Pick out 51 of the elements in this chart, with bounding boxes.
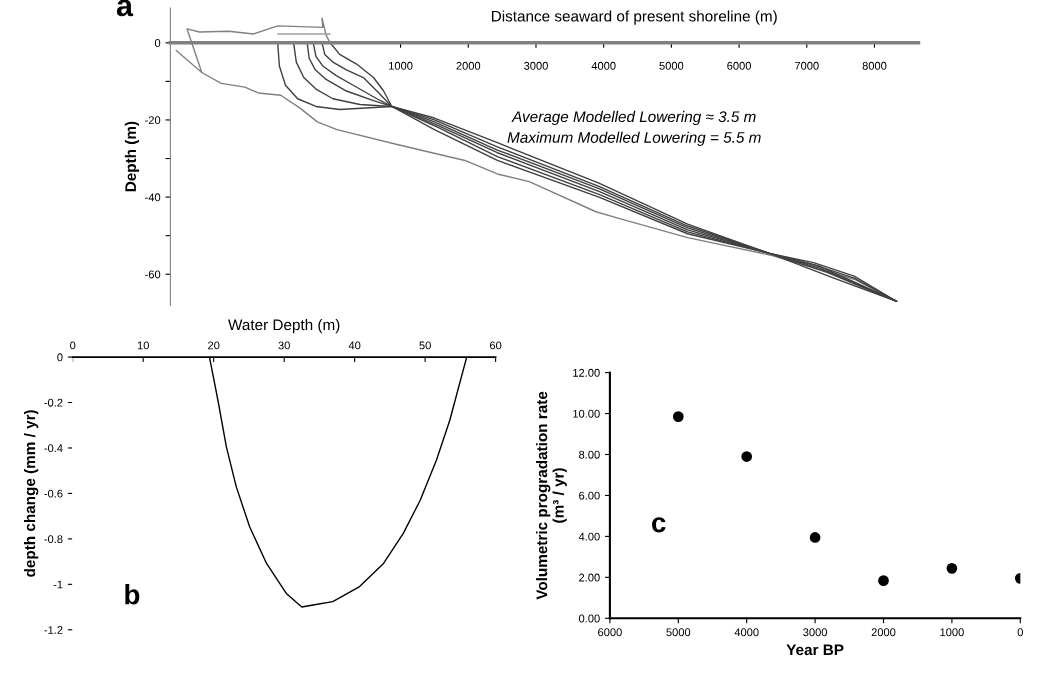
x-tick-label: 50 [419,341,431,350]
x-tick-label: 4000 [734,628,759,637]
annotation: Maximum Modelled Lowering = 5.5 m [507,131,761,146]
y-tick-label: 2.00 [579,573,600,582]
y-axis-title: Volumetric progradation rate (m³ / yr) [536,391,567,600]
x-tick-label: 2000 [871,628,896,637]
x-axis-title: Year BP [786,644,844,656]
x-tick-label: 7000 [794,61,819,70]
annotation: b [125,584,140,605]
y-tick-label: 10.00 [573,409,600,418]
x-tick-label: 10 [137,341,149,350]
text: a [116,0,134,17]
x-tick-label: 3000 [524,61,548,70]
y-tick-label: -20 [145,116,161,125]
x-tick-label: 1000 [940,628,964,637]
x-tick-label: 2000 [456,61,481,70]
y-tick-label: 0.00 [578,614,600,623]
x-tick-label: 0 [1017,628,1023,637]
x-tick-label: 5000 [666,628,691,637]
y-tick-label: 0 [154,39,161,47]
y-axis-title: Depth (m) [124,121,140,192]
x-tick-label: 20 [208,341,220,350]
y-tick-label: -0.6 [44,489,63,498]
x-axis-title: Distance seaward of present shoreline (m) [491,10,777,25]
y-tick-label: -1 [53,580,63,589]
x-tick-label: 0 [70,341,76,350]
x-tick-label: 8000 [862,61,887,70]
x-tick-label: 6000 [727,61,751,70]
y-axis-title: depth change (mm / yr) [24,410,39,577]
annotation: c [652,517,666,533]
y-tick-label: -0.8 [44,535,63,544]
y-tick-label: -40 [145,193,161,202]
y-tick-label: 0 [57,353,63,362]
y-tick-label: 8.00 [579,450,600,459]
x-tick-label: 6000 [598,628,622,637]
y-tick-label: 4.00 [578,532,600,541]
x-tick-label: 40 [348,341,361,350]
x-tick-label: 3000 [803,628,828,637]
y-tick-label: 12.00 [573,368,600,377]
x-tick-label: 1000 [389,61,413,70]
x-tick-label: 60 [489,341,502,350]
x-axis-title: Water Depth (m) [228,318,340,334]
annotation: Average Modelled Lowering ≈ 3.5 m [511,110,756,126]
x-tick-label: 4000 [591,61,616,70]
y-tick-label: 6.00 [579,491,600,500]
y-tick-label: -0.2 [44,398,63,407]
y-tick-label: -0.4 [44,444,63,453]
y-tick-label: -1.2 [44,626,63,634]
y-tick-label: -60 [145,270,161,279]
x-tick-label: 30 [278,341,290,350]
x-tick-label: 5000 [659,61,684,70]
